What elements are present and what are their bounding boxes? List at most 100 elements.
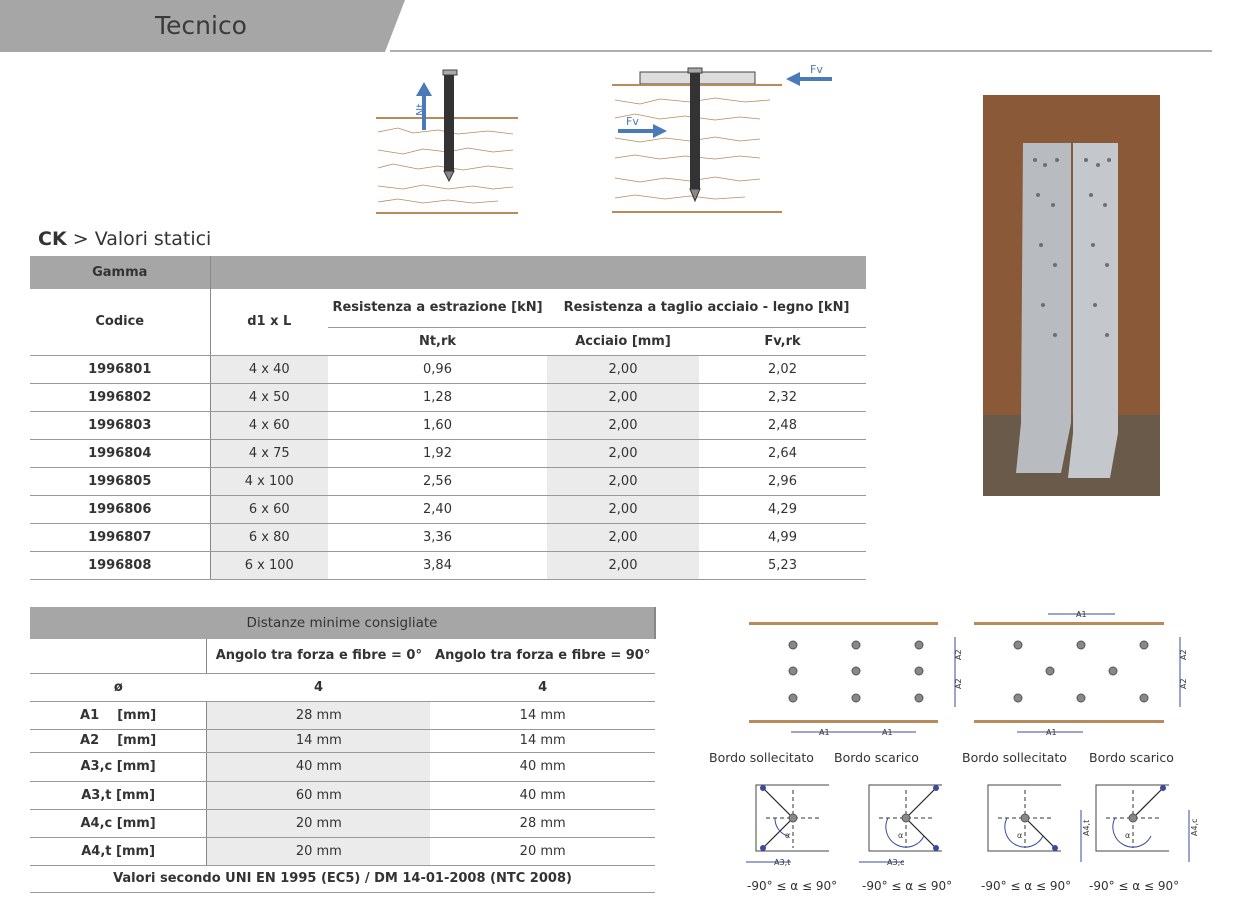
edge-distance-diagram: α A4,t xyxy=(987,784,1091,862)
breadcrumb-separator: > xyxy=(72,228,89,250)
fastener-dot xyxy=(1139,693,1149,703)
a1-label: A1 xyxy=(819,728,830,737)
sub-steel: Acciaio [mm] xyxy=(547,327,699,356)
cell-v90: 14 mm xyxy=(430,729,655,753)
edge-caption: Bordo scarico xyxy=(1089,750,1174,765)
cell-v0: 60 mm xyxy=(206,781,431,810)
cell-label: A3,t [mm] xyxy=(30,781,207,810)
table-row: 1996804 4 x 75 1,92 2,00 2,64 xyxy=(30,439,866,468)
cell-code: 1996808 xyxy=(30,551,210,580)
table-row: A4,t [mm] 20 mm 20 mm xyxy=(30,837,655,866)
cell-nt: 1,92 xyxy=(328,439,547,468)
alpha-label: α xyxy=(785,831,790,840)
cell-v90: 14 mm xyxy=(430,701,655,730)
edge-label: A3,t xyxy=(774,858,790,867)
shear-diagram: Fv Fv xyxy=(612,63,832,213)
arrow-head-icon xyxy=(1052,845,1058,851)
fastener-dot xyxy=(851,693,861,703)
fastener-dot xyxy=(788,640,798,650)
fastener-dot xyxy=(914,666,924,676)
cell-label: A4,c [mm] xyxy=(30,809,207,838)
diam-label: ø xyxy=(30,673,207,702)
a2-label: A2 xyxy=(954,649,963,660)
grid-pattern-aligned: A1 A1 A2 A2 xyxy=(749,622,963,737)
cell-size: 6 x 80 xyxy=(209,523,328,552)
arrow-head-icon xyxy=(1160,785,1166,791)
cell-label: A3,c [mm] xyxy=(30,752,207,782)
brand-code: CK xyxy=(38,228,67,250)
cell-size: 4 x 40 xyxy=(209,355,328,384)
col-size: d1 x L xyxy=(209,289,328,356)
cell-code: 1996803 xyxy=(30,411,210,440)
fastener-dot xyxy=(1076,640,1086,650)
extraction-diagram: Nt xyxy=(376,69,518,214)
cell-nt: 3,84 xyxy=(328,551,547,580)
fastener-dot xyxy=(1013,693,1023,703)
screw-load-diagrams: Nt Fv Fv xyxy=(376,63,832,214)
cell-code: 1996804 xyxy=(30,439,210,468)
cell-nt: 2,56 xyxy=(328,467,547,496)
edge-caption: Bordo scarico xyxy=(834,750,919,765)
edge-caption: Bordo sollecitato xyxy=(709,750,814,765)
cell-label: A2 [mm] xyxy=(30,729,207,753)
a2-label: A2 xyxy=(1179,649,1188,660)
col-code: Codice xyxy=(30,289,210,356)
min-distance-table: Distanze minime consigliate Angolo tra f… xyxy=(30,607,656,893)
diam-0: 4 xyxy=(206,673,431,702)
sub-fv: Fv,rk xyxy=(699,327,866,356)
static-values-table: Gamma Codice d1 x L Resistenza a estrazion… xyxy=(30,256,866,580)
section-title: CK > Valori statici xyxy=(38,228,211,250)
cell-steel: 2,00 xyxy=(547,523,699,552)
cell-fv: 4,99 xyxy=(699,523,866,552)
fastener-dot xyxy=(1139,640,1149,650)
cell-v0: 20 mm xyxy=(206,837,431,866)
cell-steel: 2,00 xyxy=(547,411,699,440)
col-angle-0: Angolo tra forza e fibre = 0° xyxy=(206,639,431,674)
fastener-dot xyxy=(1045,666,1055,676)
fastener-dot xyxy=(851,640,861,650)
arrow-head-icon xyxy=(933,785,939,791)
distance-title: Distanze minime consigliate xyxy=(30,607,656,639)
fastener-dot xyxy=(914,640,924,650)
fastener-dot xyxy=(851,666,861,676)
cell-label: A4,t [mm] xyxy=(30,837,207,866)
cell-v90: 40 mm xyxy=(430,752,655,782)
header-divider xyxy=(390,50,1212,52)
edge-label: A3,c xyxy=(887,858,905,867)
cell-steel: 2,00 xyxy=(547,439,699,468)
cell-fv: 5,23 xyxy=(699,551,866,580)
section-heading: Valori statici xyxy=(94,228,212,250)
a2-label: A2 xyxy=(1179,678,1188,689)
cell-steel: 2,00 xyxy=(547,495,699,524)
cell-steel: 2,00 xyxy=(547,551,699,580)
cell-size: 4 x 100 xyxy=(209,467,328,496)
edge-caption: Bordo sollecitato xyxy=(962,750,1067,765)
angle-range-label: -90° ≤ α ≤ 90° xyxy=(1089,879,1180,893)
table-row: A1 [mm] 28 mm 14 mm xyxy=(30,701,655,730)
table-row: A2 [mm] 14 mm 14 mm xyxy=(30,729,655,753)
cell-fv: 2,96 xyxy=(699,467,866,496)
page-title: Tecnico xyxy=(155,11,247,40)
table-row: 1996802 4 x 50 1,28 2,00 2,32 xyxy=(30,383,866,412)
angle-range-label: -90° ≤ α ≤ 90° xyxy=(747,879,838,893)
cell-fv: 2,32 xyxy=(699,383,866,412)
cell-fv: 2,02 xyxy=(699,355,866,384)
gamma-header: Gamma xyxy=(92,265,148,280)
table-row: 1996806 6 x 60 2,40 2,00 4,29 xyxy=(30,495,866,524)
cell-v90: 20 mm xyxy=(430,837,655,866)
diam-90: 4 xyxy=(430,673,655,702)
table-row: 1996807 6 x 80 3,36 2,00 4,99 xyxy=(30,523,866,552)
fastener-dot xyxy=(1076,693,1086,703)
cell-nt: 2,40 xyxy=(328,495,547,524)
cell-nt: 1,60 xyxy=(328,411,547,440)
arrow-head-icon xyxy=(760,785,766,791)
cell-nt: 0,96 xyxy=(328,355,547,384)
cell-size: 4 x 60 xyxy=(209,411,328,440)
sub-nt: Nt,rk xyxy=(328,326,547,356)
cell-size: 4 x 50 xyxy=(209,383,328,412)
distance-footer: Valori secondo UNI EN 1995 (EC5) / DM 14… xyxy=(30,865,655,893)
edge-distance-diagram: α A3,c xyxy=(859,784,942,867)
edge-label: A4,c xyxy=(1190,818,1199,836)
cell-v0: 28 mm xyxy=(206,701,431,730)
cell-steel: 2,00 xyxy=(547,383,699,412)
